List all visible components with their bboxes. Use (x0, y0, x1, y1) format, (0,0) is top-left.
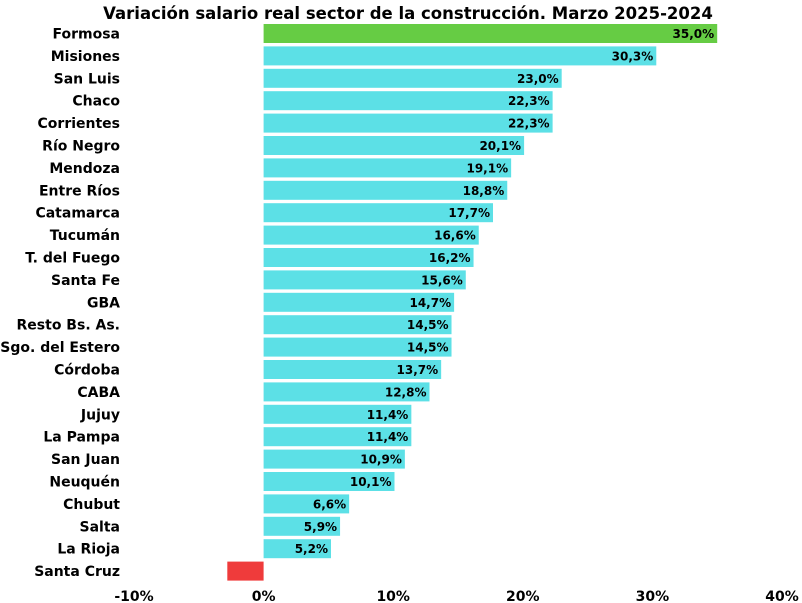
value-label: 22,3% (508, 94, 550, 108)
category-label: Chubut (63, 497, 120, 513)
category-label: San Juan (51, 452, 120, 468)
category-label: Misiones (51, 49, 120, 65)
category-label: Catamarca (35, 206, 120, 222)
value-label: 5,2% (295, 542, 328, 556)
x-tick-label: 10% (376, 589, 410, 603)
bar-la-rioja (263, 539, 331, 559)
bar-salta (263, 516, 341, 536)
bar-sgo-del-estero (263, 337, 452, 357)
value-label: 23,0% (517, 72, 559, 86)
bar-san-luis (263, 68, 562, 88)
value-label: 14,5% (407, 341, 449, 355)
value-label: 14,7% (409, 296, 451, 310)
value-label: 17,7% (448, 206, 490, 220)
category-label: GBA (87, 295, 120, 311)
category-label: CABA (77, 385, 120, 401)
value-label: 18,8% (463, 184, 505, 198)
value-label: 16,2% (429, 251, 471, 265)
bar-río-negro (263, 136, 525, 155)
bar-tucumán (263, 225, 479, 245)
bar-córdoba (263, 360, 442, 379)
category-label: San Luis (54, 71, 120, 87)
category-label: Jujuy (80, 407, 120, 423)
category-label: Mendoza (49, 161, 120, 177)
bar-santa-cruz (227, 561, 264, 581)
value-label: 15,6% (421, 273, 463, 287)
value-label: 14,5% (407, 318, 449, 332)
value-label: 20,1% (479, 139, 521, 153)
value-label: 19,1% (466, 161, 508, 175)
value-label: 30,3% (612, 49, 654, 63)
value-label: 10,1% (350, 475, 392, 489)
category-label: Neuquén (49, 475, 120, 491)
bar-t-del-fuego (263, 248, 474, 267)
bar-la-pampa (263, 427, 412, 447)
category-label: Sgo. del Estero (0, 340, 120, 356)
category-label: Entre Ríos (39, 183, 120, 199)
value-label: 11,4% (367, 408, 409, 422)
bar-chubut (263, 494, 350, 514)
bar-gba (263, 292, 455, 312)
bar-chaco (263, 91, 553, 111)
category-label: T. del Fuego (25, 251, 120, 267)
bar-mendoza (263, 158, 512, 178)
category-label: Corrientes (38, 116, 120, 132)
category-label: Río Negro (42, 139, 120, 155)
bar-jujuy (263, 404, 412, 424)
value-label: 16,6% (434, 229, 476, 243)
x-tick-label: 30% (636, 589, 670, 603)
value-label: 5,9% (304, 520, 337, 534)
value-label: 6,6% (313, 497, 346, 511)
value-label: 12,8% (385, 385, 427, 399)
bar-entre-ríos (263, 180, 508, 200)
category-label: Chaco (72, 94, 120, 110)
bar-formosa (263, 24, 718, 43)
category-label: Córdoba (54, 363, 120, 379)
bar-misiones (263, 46, 657, 66)
bar-santa-fe (263, 270, 466, 290)
x-axis-tick-labels: -10% 0% 10% 20% 30% 40% (114, 589, 798, 603)
value-label: 35,0% (673, 27, 715, 41)
x-tick-label: -10% (114, 589, 153, 603)
x-tick-label: 40% (765, 589, 799, 603)
value-label: 11,4% (367, 430, 409, 444)
category-label: Salta (80, 519, 120, 535)
value-label: 22,3% (508, 117, 550, 131)
chart-title: Variación salario real sector de la cons… (103, 4, 713, 23)
category-label: La Pampa (43, 430, 120, 446)
bar-neuquén (263, 472, 395, 491)
category-label: Formosa (52, 27, 120, 43)
value-labels: 35,0% 30,3% 23,0% 22,3% 22,3% 20,1% 19,1% 18,8%… (295, 27, 714, 556)
category-label: Santa Fe (51, 273, 120, 289)
bar-corrientes (263, 113, 553, 133)
value-label: 10,9% (360, 453, 402, 467)
category-label: Resto Bs. As. (17, 318, 120, 334)
category-label: La Rioja (57, 542, 120, 558)
bars-group (227, 24, 718, 581)
value-label: 13,7% (397, 363, 439, 377)
bar-caba (263, 382, 430, 402)
category-label: Tucumán (50, 228, 120, 244)
bar-san-juan (263, 449, 405, 469)
x-tick-label: 20% (506, 589, 540, 603)
x-tick-label: 0% (252, 589, 276, 603)
bar-resto-bs-as- (263, 315, 452, 335)
category-label: Santa Cruz (34, 564, 120, 580)
category-labels: Formosa Misiones San Luis Chaco Corrientes Rí… (0, 27, 120, 581)
bar-catamarca (263, 203, 493, 223)
